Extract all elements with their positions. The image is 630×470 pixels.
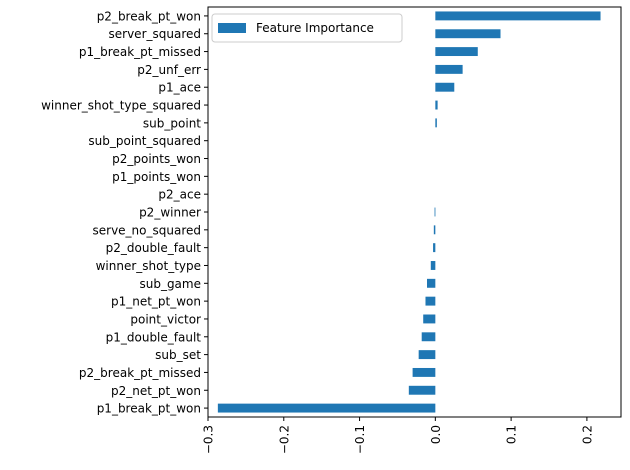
y-axis: p2_break_pt_won server_squared p1_break_pt… bbox=[41, 9, 208, 416]
y-tick-label: p1_break_pt_missed bbox=[79, 45, 201, 59]
plot-frame bbox=[207, 6, 622, 418]
y-tick-label: p1_net_pt_won bbox=[111, 295, 201, 309]
y-tick-label: p1_ace bbox=[158, 81, 201, 95]
x-tick-label: 0.2 bbox=[580, 425, 594, 444]
bar-p1-ace bbox=[435, 82, 455, 92]
y-tick-label: p2_ace bbox=[158, 188, 201, 202]
bar-p2-break-pt-won bbox=[435, 11, 601, 21]
y-tick-label: p2_double_fault bbox=[106, 241, 202, 255]
y-tick-label: p1_double_fault bbox=[106, 330, 202, 344]
legend-label: Feature Importance bbox=[256, 21, 374, 35]
x-tick-label: 0.0 bbox=[429, 425, 443, 444]
bar-p2-double-fault bbox=[433, 243, 436, 253]
x-axis: −0.3 −0.2 −0.1 0.0 0.1 0.2 bbox=[202, 417, 594, 454]
y-tick-label: p1_break_pt_won bbox=[97, 402, 201, 416]
bar-p2-unf-err bbox=[435, 64, 463, 74]
bar-p1-break-pt-won bbox=[217, 403, 436, 413]
y-tick-label: sub_point bbox=[143, 116, 201, 130]
x-tick-label: 0.1 bbox=[505, 425, 519, 444]
x-tick-label: −0.3 bbox=[202, 425, 216, 454]
bar-winner-shot-type-squared bbox=[435, 100, 438, 110]
bar-sub-point bbox=[435, 118, 437, 128]
y-tick-label: p2_points_won bbox=[112, 152, 201, 166]
y-tick-label: sub_point_squared bbox=[88, 134, 201, 148]
bar-serve-no-squared bbox=[433, 225, 436, 235]
legend-swatch bbox=[218, 23, 246, 33]
bars-group bbox=[217, 11, 601, 413]
legend-box bbox=[211, 13, 403, 43]
y-tick-label: serve_no_squared bbox=[93, 223, 202, 237]
bar-p1-break-pt-missed bbox=[435, 47, 478, 57]
y-tick-label: winner_shot_type bbox=[96, 259, 201, 273]
bar-point-victor bbox=[423, 314, 436, 324]
y-tick-label: p2_unf_err bbox=[137, 63, 201, 77]
y-tick-label: sub_game bbox=[139, 277, 201, 291]
bar-p2-net-pt-won bbox=[408, 385, 436, 395]
y-tick-label: p2_winner bbox=[139, 206, 201, 220]
bar-server-squared bbox=[435, 29, 501, 39]
y-tick-label: server_squared bbox=[109, 27, 201, 41]
x-tick-label: −0.1 bbox=[353, 425, 367, 454]
y-tick-label: sub_set bbox=[155, 348, 201, 362]
bar-sub-game bbox=[427, 278, 436, 288]
y-tick-label: p2_break_pt_missed bbox=[79, 366, 201, 380]
bar-p1-net-pt-won bbox=[425, 296, 436, 306]
legend: Feature Importance bbox=[211, 13, 403, 43]
y-tick-label: winner_shot_type_squared bbox=[41, 99, 201, 113]
y-tick-label: p2_net_pt_won bbox=[111, 384, 201, 398]
bar-sub-set bbox=[418, 350, 436, 360]
bar-p2-winner bbox=[434, 207, 436, 217]
bar-p2-break-pt-missed bbox=[412, 367, 436, 377]
y-tick-label: p2_break_pt_won bbox=[97, 9, 201, 23]
y-tick-label: point_victor bbox=[130, 312, 201, 326]
bar-winner-shot-type bbox=[430, 261, 436, 270]
y-tick-label: p1_points_won bbox=[112, 170, 201, 184]
bar-p1-double-fault bbox=[421, 332, 436, 342]
x-tick-label: −0.2 bbox=[277, 425, 291, 454]
